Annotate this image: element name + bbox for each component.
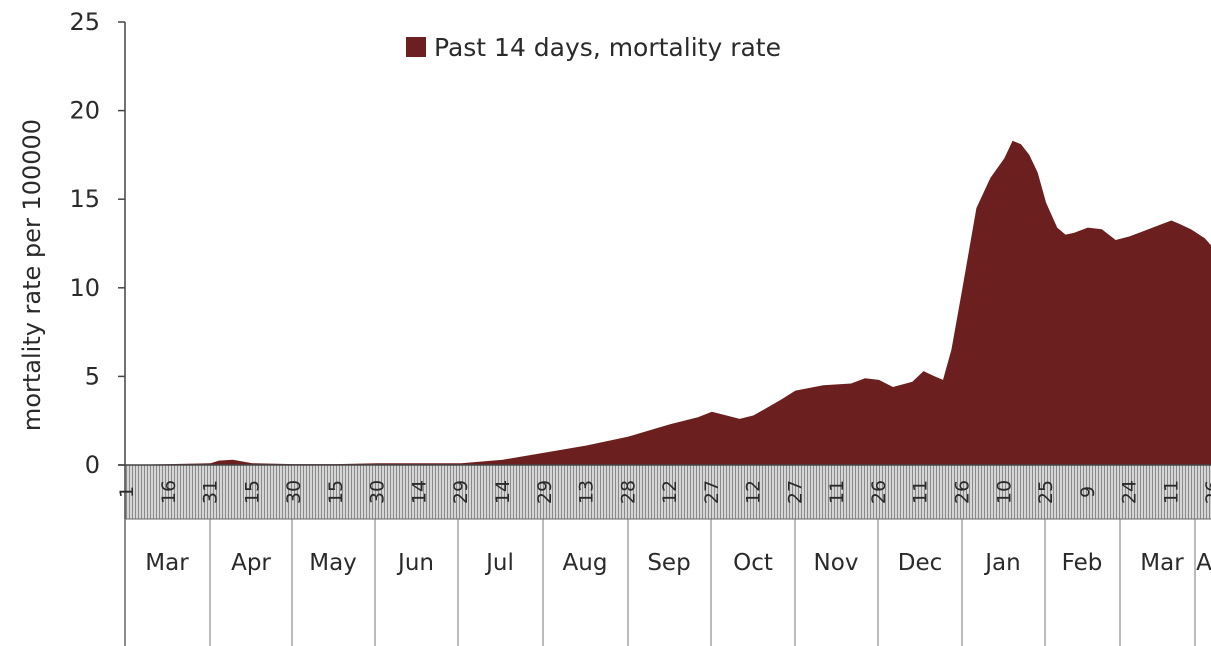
legend-label: Past 14 days, mortality rate [434,33,781,62]
x-month-label: Nov [814,550,859,576]
x-month-label: Mar [145,550,189,576]
y-tick-label: 25 [69,8,100,36]
x-month-label: Jan [983,550,1020,576]
x-axis-month-row: Mar Apr May Jun Jul Aug Sep Oct Nov Dec Jan Feb Mar A [124,519,1211,646]
x-day-tick-label: 30 [283,480,305,504]
x-day-tick-label: 16 [158,480,180,504]
x-day-tick-label: 26 [868,480,890,504]
x-month-label: Feb [1062,550,1103,576]
x-day-tick-label: 12 [659,480,681,504]
x-day-tick-label: 29 [534,480,556,504]
x-day-tick-label: 26 [952,480,974,504]
x-day-tick-label: 14 [408,480,430,504]
x-day-tick-label: 25 [1035,480,1057,504]
x-month-label: May [309,550,357,576]
y-tick-label: 20 [69,97,100,125]
x-month-label: Jun [396,550,434,576]
x-day-tick-label: 31 [200,480,222,504]
x-day-tick-label: 15 [241,480,263,504]
y-axis-label: mortality rate per 100000 [18,119,46,431]
x-month-label: Jul [484,550,514,576]
x-day-tick-label: 27 [784,480,806,504]
x-day-tick-label: 30 [367,480,389,504]
x-month-label: Aug [563,550,608,576]
x-tick-band [125,465,1211,519]
y-tick-label: 0 [85,451,100,479]
y-tick-label: 10 [69,274,100,302]
y-tick-label: 15 [69,185,100,213]
x-month-label: Oct [733,550,773,576]
x-month-label: A [1196,550,1211,576]
x-month-label: Mar [1140,550,1184,576]
x-day-tick-label: 11 [910,480,932,504]
x-day-tick-label: 9 [1077,486,1099,498]
x-day-tick-label: 15 [325,480,347,504]
x-day-tick-label: 10 [993,480,1015,504]
y-axis-ticks: 0 5 10 15 20 25 [69,8,125,479]
x-month-label: Apr [231,550,271,576]
x-day-tick-label: 28 [617,480,639,504]
x-axis-day-ticks: 1 16 31 15 30 15 30 14 29 14 29 13 28 12 27 12 27 11 26 11 2… [116,480,1211,504]
x-day-tick-label: 13 [576,480,598,504]
series-area-mortality-rate [127,140,1211,465]
x-day-tick-label: 11 [1160,480,1182,504]
x-day-tick-label: 26 [1202,480,1211,504]
legend-swatch [406,37,426,57]
x-day-tick-label: 12 [743,480,765,504]
x-month-label: Sep [647,550,690,576]
x-day-tick-label: 29 [450,480,472,504]
x-day-tick-label: 1 [116,486,138,498]
y-tick-label: 5 [85,362,100,390]
x-month-label: Dec [898,550,943,576]
x-day-tick-label: 11 [826,480,848,504]
x-day-tick-label: 14 [492,480,514,504]
x-day-tick-label: 24 [1119,480,1141,504]
x-day-tick-label: 27 [701,480,723,504]
legend: Past 14 days, mortality rate [406,33,781,62]
